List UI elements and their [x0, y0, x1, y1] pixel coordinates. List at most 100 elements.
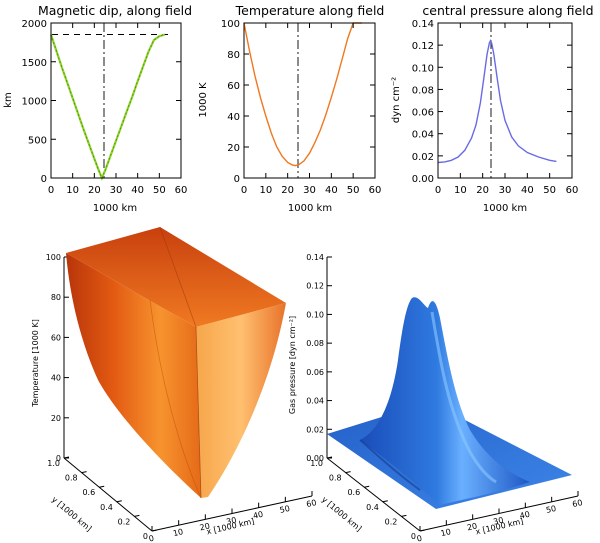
series-line: [243, 22, 362, 167]
y-tick-label: 40: [227, 112, 240, 123]
y-tick-label: 0.4: [366, 503, 379, 512]
series-line: [49, 33, 166, 181]
panel-4-y-axis: [63, 457, 153, 532]
y-tick-mark: [99, 485, 105, 488]
y-tick-label: 500: [28, 135, 47, 146]
panel-2-xlabel: 1000 km: [288, 203, 332, 214]
y-tick-label: 100: [221, 19, 240, 30]
x-tick-label: 10: [454, 185, 467, 196]
x-tick-label: 40: [325, 185, 338, 196]
panel-pressure-surface: 0.00 0.02 0.04 0.06 0.08 0.10 0.12 0.14 0 0.2 0.4…: [288, 253, 583, 543]
y-tick-label: 0.8: [65, 474, 78, 483]
y-tick-mark: [81, 471, 87, 474]
y-tick-label: 0: [143, 532, 148, 541]
surface-ridge-highlight: [430, 311, 497, 484]
panel-5-y-axis: [326, 457, 421, 532]
x-tick-label: 0: [48, 185, 54, 196]
y-tick-label: 0: [41, 174, 47, 185]
surface-right-wall: [196, 303, 286, 498]
panel-4-ylabel: y [1000 km]: [50, 495, 93, 533]
x-tick-label: 30: [492, 516, 504, 527]
x-tick-label: 40: [521, 185, 534, 196]
y-tick-label: 0: [411, 532, 416, 541]
surface-crease-2: [159, 226, 197, 328]
y-tick-mark: [326, 456, 333, 459]
x-tick-label: 30: [225, 516, 237, 527]
x-tick-label: 40: [519, 510, 531, 521]
x-tick-label: 60: [305, 498, 317, 509]
y-tick-label: 20: [227, 143, 240, 154]
panel-4-x-ticks: 0 10 20 30 40 50 60: [148, 491, 317, 543]
panel-1-xlabel: 1000 km: [93, 203, 137, 214]
panel-5-z-ticks: 0.00 0.02 0.04 0.06 0.08 0.10 0.12 0.14: [306, 253, 332, 463]
x-tick-label: 20: [281, 185, 294, 196]
x-tick-label: 50: [279, 504, 291, 515]
panel-5-x-ticks: 0 10 20 30 40 50 60: [416, 491, 583, 543]
surface-crease-1: [195, 326, 202, 499]
x-tick-label: 30: [499, 185, 512, 196]
surface-back-rim: [66, 227, 286, 327]
x-tick-label: 20: [476, 185, 489, 196]
y-tick-mark: [63, 456, 70, 459]
panel-2-plot-area: [243, 22, 362, 178]
panel-3-plot-area: [437, 23, 557, 178]
z-tick-label: 100: [46, 253, 61, 262]
y-tick-label: 0.12: [412, 41, 434, 52]
y-tick-label: 0.06: [412, 108, 434, 119]
panel-4-zlabel: Temperature [1000 K]: [31, 319, 40, 408]
panel-central-pressure: central pressure along field 0 10 20 30 40 50…: [391, 3, 594, 214]
panel-4-z-ticks: 0 20 40 60 80 100: [46, 253, 69, 463]
panel-temperature-surface: 0 20 40 60 80 100 0 0.2 0.4 0.6 0.8 1.0 0 10 20 30 40 5…: [31, 226, 317, 543]
x-tick-label: 10: [172, 527, 184, 538]
y-tick-label: 0.10: [412, 63, 434, 74]
y-tick-mark: [419, 529, 426, 532]
y-tick-label: 0.02: [412, 152, 434, 163]
panel-1-ylabel: km: [3, 92, 14, 108]
panel-3-axes: 0 10 20 30 40 50 60 0.00 0.02 0.04 0.06 0.08 0.10 0.1…: [412, 19, 579, 196]
z-tick-label: 60: [51, 333, 61, 342]
panel-1-frame: [50, 22, 182, 179]
surface-left-wall: [66, 253, 201, 498]
x-tick-label: 20: [88, 185, 101, 196]
y-tick-mark: [151, 529, 158, 532]
panel-5-y-ticks: 0 0.2 0.4 0.6 0.8 1.0: [310, 456, 426, 541]
panel-1-title: Magnetic dip, along field: [38, 3, 192, 18]
y-tick-label: 80: [227, 50, 240, 61]
panel-4-surface: [66, 226, 286, 499]
x-tick-label: 60: [566, 185, 579, 196]
y-tick-mark: [116, 500, 122, 503]
x-tick-label: 50: [347, 185, 360, 196]
y-tick-label: 0.4: [100, 503, 113, 512]
y-tick-mark: [382, 500, 388, 503]
z-tick-label: 0.02: [306, 425, 324, 434]
x-tick-label: 30: [110, 185, 123, 196]
x-tick-label: 20: [466, 521, 478, 532]
y-tick-label: 0.08: [412, 85, 434, 96]
panel-4-y-ticks: 0 0.2 0.4 0.6 0.8 1.0: [47, 456, 158, 541]
panel-2-ylabel: 1000 K: [198, 82, 209, 118]
y-tick-label: 0.6: [82, 488, 95, 497]
y-tick-label: 0.04: [412, 130, 434, 141]
surface-peak: [360, 297, 530, 505]
y-tick-mark: [134, 514, 140, 517]
panel-2-axes: 0 10 20 30 40 50 60 0 20 40 60 80 100: [221, 19, 381, 196]
panel-2-title: Temperature along field: [235, 3, 385, 18]
x-tick-label: 0: [416, 534, 423, 543]
y-tick-mark: [345, 471, 351, 474]
y-tick-mark: [364, 485, 370, 488]
panel-3-xlabel: 1000 km: [483, 203, 527, 214]
panel-5-ylabel: y [1000 km]: [320, 495, 363, 533]
x-tick-label: 0: [241, 185, 247, 196]
panel-magnetic-dip: Magnetic dip, along field 0 10 20 30 40 50 600…: [3, 3, 192, 214]
z-tick-label: 80: [51, 293, 61, 302]
panel-temperature: Temperature along field 0 10 20 30 40 50 60 0 20…: [198, 3, 384, 214]
y-tick-mark: [401, 514, 407, 517]
surface-crease-3: [149, 299, 202, 499]
x-tick-label: 20: [199, 521, 211, 532]
z-tick-label: 0.12: [306, 282, 324, 291]
x-tick-label: 30: [303, 185, 316, 196]
x-tick-label: 10: [259, 185, 272, 196]
x-tick-label: 50: [545, 504, 557, 515]
series-line: [437, 39, 557, 164]
y-tick-label: 0.2: [118, 517, 131, 526]
